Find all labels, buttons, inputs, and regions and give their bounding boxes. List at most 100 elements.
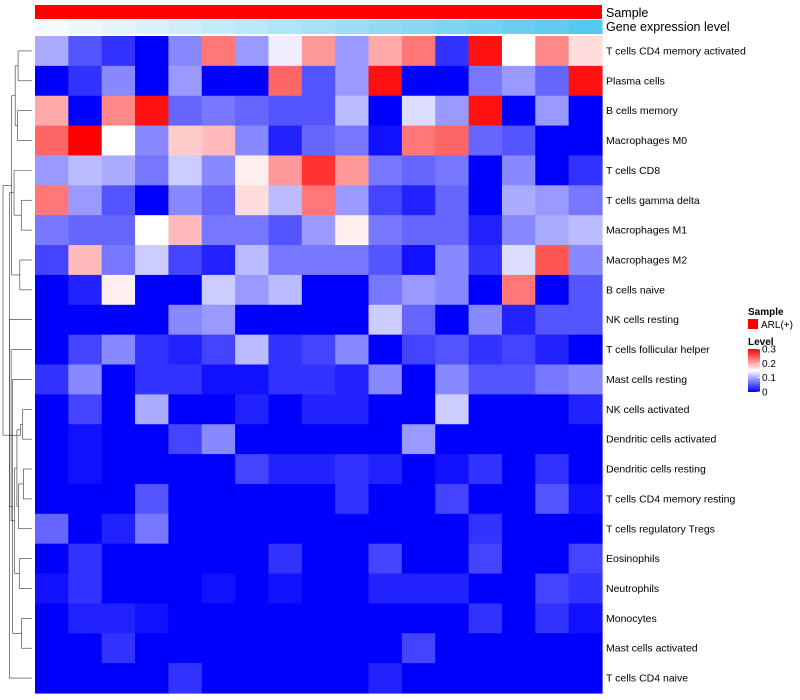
heatmap-cell — [368, 245, 403, 276]
heatmap-cell — [535, 364, 570, 395]
heatmap-cell — [201, 155, 236, 186]
heatmap-cell — [135, 573, 170, 605]
gene-expression-track-cell — [268, 20, 303, 34]
heatmap-cell — [101, 663, 136, 694]
heatmap-cell — [135, 215, 170, 246]
gene-expression-track-cell — [235, 20, 270, 34]
heatmap-cell — [301, 245, 336, 276]
heatmap-cell — [535, 663, 570, 694]
heatmap-cell — [501, 513, 536, 545]
heatmap-cell — [335, 36, 370, 67]
heatmap-cell — [168, 633, 203, 664]
legend-color-bar — [748, 349, 760, 392]
track-label-gene-expression: Gene expression level — [606, 20, 730, 34]
gene-expression-track-cell — [501, 20, 536, 34]
heatmap-cell — [335, 65, 370, 97]
legend-tick-label: 0 — [762, 388, 768, 399]
heatmap-cell — [335, 125, 370, 157]
heatmap-cell — [35, 603, 69, 634]
heatmap-cell — [535, 633, 570, 664]
heatmap-cell — [101, 65, 136, 97]
heatmap-cell — [201, 573, 236, 605]
heatmap-cell — [535, 513, 570, 545]
heatmap-cell — [501, 663, 536, 694]
heatmap-cell — [468, 155, 503, 186]
heatmap-cell — [35, 364, 69, 395]
heatmap-cell — [401, 663, 436, 694]
heatmap-cell — [235, 155, 270, 186]
heatmap-cell — [135, 125, 170, 157]
heatmap-cell — [401, 304, 436, 336]
heatmap-cell — [235, 95, 270, 127]
heatmap-cell — [201, 454, 236, 485]
heatmap-cell — [35, 245, 69, 276]
heatmap-cell — [335, 543, 370, 575]
heatmap-cell — [568, 95, 603, 127]
gene-expression-track-cell — [401, 20, 436, 34]
heatmap-cell — [501, 185, 536, 216]
heatmap-cell — [135, 454, 170, 485]
heatmap-cell — [468, 483, 503, 515]
heatmap-cell — [268, 543, 303, 575]
heatmap-cell — [368, 304, 403, 336]
heatmap-cell — [168, 304, 203, 336]
heatmap-cell — [301, 573, 336, 605]
heatmap-cell — [368, 95, 403, 127]
heatmap-cell — [535, 125, 570, 157]
heatmap-cell — [535, 155, 570, 186]
heatmap-cell — [268, 155, 303, 186]
heatmap-cell — [568, 663, 603, 694]
heatmap-cell — [235, 334, 270, 366]
heatmap-cell — [201, 334, 236, 366]
heatmap-cell — [101, 125, 136, 157]
heatmap-cell — [301, 36, 336, 67]
heatmap-cell — [401, 274, 436, 306]
heatmap-cell — [435, 245, 470, 276]
heatmap-cell — [68, 95, 103, 127]
heatmap-cell — [435, 603, 470, 634]
row-label: Plasma cells — [606, 75, 665, 87]
row-label: Mast cells activated — [606, 643, 698, 655]
heatmap-cell — [201, 274, 236, 306]
heatmap-cell — [468, 125, 503, 157]
heatmap-cell — [568, 215, 603, 246]
heatmap-cell — [435, 36, 470, 67]
heatmap-cell — [568, 543, 603, 575]
heatmap-cell — [35, 454, 69, 485]
heatmap-cell — [435, 483, 470, 515]
heatmap-cell — [335, 483, 370, 515]
heatmap-cell — [535, 483, 570, 515]
heatmap-cell — [568, 245, 603, 276]
heatmap-cell — [568, 603, 603, 634]
heatmap-cell — [335, 633, 370, 664]
heatmap-cell — [168, 125, 203, 157]
heatmap-cell — [235, 364, 270, 395]
heatmap-cell — [468, 424, 503, 455]
heatmap-cell — [135, 364, 170, 395]
heatmap-cell — [368, 424, 403, 455]
heatmap-cell — [401, 155, 436, 186]
heatmap-cell — [35, 334, 69, 366]
heatmap-cell — [68, 483, 103, 515]
row-label: T cells follicular helper — [606, 344, 710, 356]
heatmap-cell — [468, 543, 503, 575]
heatmap-cell — [35, 155, 69, 186]
heatmap-cell — [568, 65, 603, 97]
row-label: NK cells resting — [606, 314, 679, 326]
heatmap-cell — [368, 543, 403, 575]
heatmap-cell — [201, 215, 236, 246]
heatmap-cell — [401, 603, 436, 634]
heatmap-cell — [168, 364, 203, 395]
heatmap-cell — [568, 304, 603, 336]
heatmap-cell — [135, 633, 170, 664]
heatmap-cell — [335, 424, 370, 455]
heatmap-cell — [235, 603, 270, 634]
heatmap-cell — [101, 513, 136, 545]
heatmap-cell — [101, 274, 136, 306]
heatmap-cell — [201, 125, 236, 157]
heatmap-cell — [268, 424, 303, 455]
heatmap-cell — [568, 513, 603, 545]
heatmap-cell — [301, 543, 336, 575]
heatmap-cell — [368, 573, 403, 605]
heatmap-cell — [301, 633, 336, 664]
